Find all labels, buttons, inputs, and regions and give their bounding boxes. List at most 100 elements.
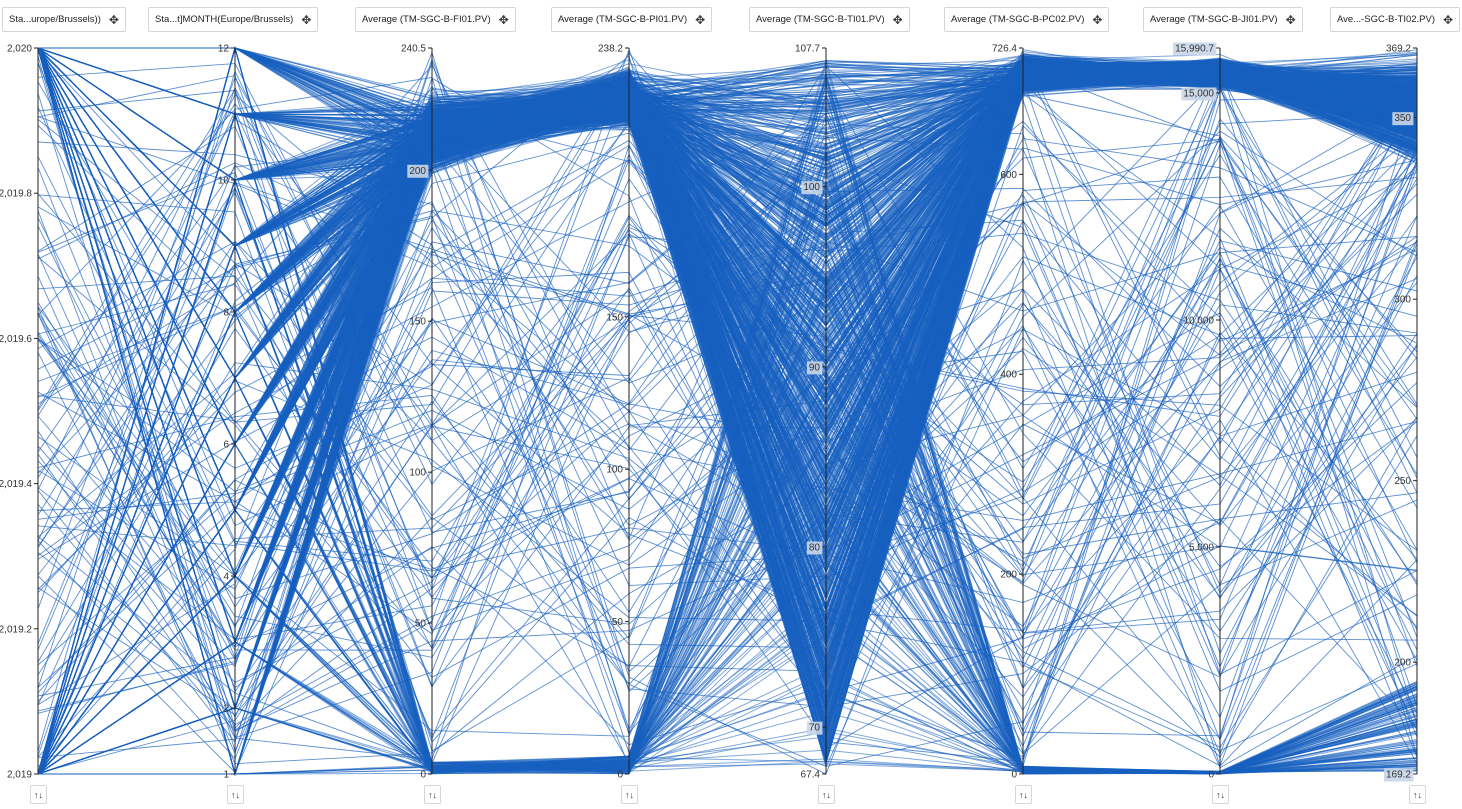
tick-label-highlight	[1383, 768, 1414, 782]
sort-button[interactable]: ↑↓	[1212, 785, 1229, 804]
record-polyline	[37, 76, 1418, 737]
record-polyline	[37, 69, 1418, 501]
axis-tick-label: 0	[617, 770, 623, 781]
record-polyline	[37, 88, 1418, 748]
axis-tick-label: 5,000	[1189, 542, 1214, 553]
tick-label-highlight	[806, 541, 823, 555]
axis-tick-label: 50	[415, 619, 427, 630]
axis-header[interactable]: Average (TM-SGC-B-PI01.PV) ✥	[551, 7, 713, 32]
sort-button[interactable]: ↑↓	[424, 785, 441, 804]
record-polyline	[37, 85, 1418, 538]
record-polyline	[37, 123, 1418, 768]
record-polyline	[37, 167, 1418, 752]
axis-tick-label: 400	[1000, 370, 1017, 381]
sort-button[interactable]: ↑↓	[1015, 785, 1032, 804]
axis-tick-label: 200	[1394, 658, 1411, 669]
record-polyline	[37, 103, 1418, 511]
axis-header[interactable]: Sta...urope/Brussels)) ✥	[2, 7, 126, 32]
record-polyline	[37, 55, 1418, 769]
record-polyline	[37, 113, 1418, 576]
axis-tick-label: 12	[218, 44, 230, 55]
record-polyline	[37, 78, 1418, 764]
record-polyline	[37, 125, 1418, 672]
axis-header[interactable]: Average (TM-SGC-B-FI01.PV) ✥	[355, 7, 516, 32]
axis-tick-label: 169.2	[1386, 770, 1411, 781]
record-polyline	[37, 99, 1418, 675]
tick-label-highlight	[1181, 87, 1217, 101]
record-polyline	[37, 113, 1418, 556]
move-icon[interactable]: ✥	[301, 12, 312, 27]
record-polyline	[37, 47, 1418, 775]
record-polyline	[37, 268, 1418, 622]
axis-header[interactable]: Ave...-SGC-B-TI02.PV) ✥	[1330, 7, 1461, 32]
sort-button[interactable]: ↑↓	[227, 785, 244, 804]
axis-header-label: Ave...-SGC-B-TI02.PV)	[1337, 14, 1436, 25]
record-polyline	[37, 93, 1418, 739]
record-polyline	[37, 66, 1418, 707]
sort-button[interactable]: ↑↓	[818, 785, 835, 804]
axis-tick-label: 0	[1208, 770, 1214, 781]
record-polyline	[37, 162, 1418, 628]
axis-tick-label: 100	[606, 465, 623, 476]
axis-tick-label: 4	[223, 572, 229, 583]
axis-tick-label: 2,019	[7, 770, 32, 781]
axis-tick-label: 350	[1394, 113, 1411, 124]
record-polyline	[37, 155, 1418, 677]
axis-tick-label: 1	[223, 770, 229, 781]
record-polyline	[37, 141, 1418, 774]
record-polyline	[37, 163, 1418, 662]
record-polyline	[37, 93, 1418, 724]
sort-button[interactable]: ↑↓	[621, 785, 638, 804]
move-icon[interactable]: ✥	[695, 12, 706, 27]
axis-tick-label: 238.2	[598, 44, 623, 55]
axis-header[interactable]: Average (TM-SGC-B-TI01.PV) ✥	[749, 7, 910, 32]
record-polyline	[37, 135, 1418, 712]
axis-tick-label: 100	[409, 468, 426, 479]
record-polyline	[37, 70, 1418, 678]
record-polyline	[37, 124, 1418, 744]
axis-header-label: Sta...t]MONTH(Europe/Brussels)	[155, 14, 294, 25]
record-polyline	[37, 263, 1418, 688]
record-polyline	[37, 140, 1418, 673]
record-polyline	[37, 75, 1418, 634]
tick-label-highlight	[1173, 42, 1217, 56]
record-polyline	[37, 277, 1418, 684]
tick-label-highlight	[806, 361, 823, 375]
sort-button[interactable]: ↑↓	[30, 785, 47, 804]
record-polyline	[37, 47, 1418, 437]
move-icon[interactable]: ✥	[1092, 12, 1103, 27]
record-polyline	[37, 310, 1418, 775]
move-icon[interactable]: ✥	[892, 12, 903, 27]
sort-button[interactable]: ↑↓	[1409, 785, 1426, 804]
axis-tick-label: 90	[809, 362, 821, 373]
axis-tick-label: 2,019.4	[0, 479, 32, 490]
record-polyline	[37, 65, 1418, 742]
axis-tick-label: 726.4	[992, 44, 1017, 55]
record-polyline	[37, 145, 1418, 583]
axis-tick-label: 369.2	[1386, 44, 1411, 55]
move-icon[interactable]: ✥	[1443, 12, 1454, 27]
record-polyline	[37, 116, 1418, 603]
axis-header-label: Average (TM-SGC-B-TI01.PV)	[756, 14, 885, 25]
move-icon[interactable]: ✥	[1285, 12, 1296, 27]
record-polyline	[37, 48, 1418, 733]
axis-tick-label: 150	[606, 312, 623, 323]
axis-header[interactable]: Average (TM-SGC-B-JI01.PV) ✥	[1143, 7, 1303, 32]
record-polyline	[37, 89, 1418, 651]
record-polyline	[37, 93, 1418, 740]
record-polyline	[37, 529, 1418, 775]
move-icon[interactable]: ✥	[108, 12, 119, 27]
axis-tick-label: 2,019.2	[0, 624, 32, 635]
record-polyline	[37, 76, 1418, 649]
record-polyline	[37, 93, 1418, 693]
axis-tick-label: 300	[1394, 295, 1411, 306]
axis-tick-label: 15,000	[1183, 88, 1214, 99]
axis-header[interactable]: Average (TM-SGC-B-PC02.PV) ✥	[944, 7, 1110, 32]
axis-tick-label: 600	[1000, 170, 1017, 181]
axis-header[interactable]: Sta...t]MONTH(Europe/Brussels) ✥	[148, 7, 319, 32]
record-polyline	[37, 336, 1418, 676]
axis-tick-label: 15,990.7	[1175, 44, 1214, 55]
move-icon[interactable]: ✥	[498, 12, 509, 27]
record-polyline	[37, 275, 1418, 661]
